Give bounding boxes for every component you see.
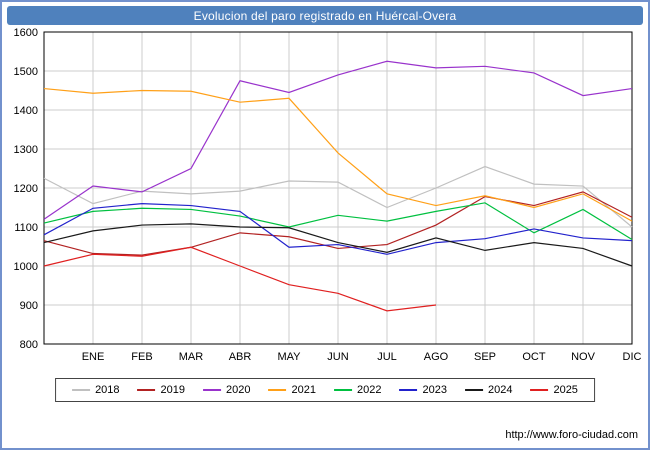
- x-axis-tick-label: ENE: [82, 351, 105, 363]
- series-line-2021: [43, 87, 633, 222]
- series-line-2022: [43, 202, 633, 240]
- y-axis-tick-label: 1100: [14, 222, 38, 234]
- y-axis-tick-label: 800: [20, 339, 38, 351]
- page-title: Evolucion del paro registrado en Huércal…: [7, 6, 643, 25]
- legend-label: 2023: [422, 384, 447, 396]
- legend-item-2023: 2023: [399, 384, 447, 396]
- x-axis-tick-label: MAR: [179, 351, 204, 363]
- y-axis-tick-label: 1300: [14, 144, 38, 156]
- legend-swatch-2025: [530, 389, 549, 391]
- legend-item-2018: 2018: [72, 384, 120, 396]
- y-axis-tick-label: 900: [20, 300, 38, 312]
- x-axis-tick-label: DIC: [623, 351, 642, 363]
- legend-swatch-2019: [137, 389, 156, 391]
- y-axis-tick-label: 1500: [14, 66, 38, 78]
- line-chart: 800 900 1000 1100 1200 1300 1400 1500 1600 ENE FEB…: [14, 27, 642, 363]
- legend-item-2021: 2021: [268, 384, 316, 396]
- y-axis-tick-label: 1200: [14, 183, 38, 195]
- series-line-2019: [43, 191, 633, 256]
- x-axis-tick-label: JUL: [377, 351, 397, 363]
- axis-labels: 800 900 1000 1100 1200 1300 1400 1500 1600 ENE FEB…: [14, 27, 642, 363]
- legend: 2018 2019 2020 2021 2022 2023 2024 2025: [55, 378, 595, 402]
- x-axis-tick-label: AGO: [424, 351, 449, 363]
- legend-swatch-2022: [334, 389, 352, 391]
- legend-item-2022: 2022: [334, 384, 381, 396]
- legend-swatch-2018: [72, 389, 91, 391]
- legend-label: 2019: [160, 384, 186, 396]
- legend-swatch-2023: [399, 389, 418, 391]
- legend-label: 2024: [487, 384, 513, 396]
- legend-label: 2021: [291, 384, 316, 396]
- series-line-2024: [43, 223, 633, 267]
- plot-border: [43, 31, 633, 345]
- site-url[interactable]: http://www.foro-ciudad.com: [505, 429, 638, 441]
- y-axis-tick-label: 1000: [14, 261, 38, 273]
- x-axis-tick-label: JUN: [327, 351, 348, 363]
- series-line-2025: [43, 246, 437, 312]
- x-axis-tick-label: OCT: [522, 351, 546, 363]
- legend-item-2024: 2024: [464, 384, 513, 396]
- x-axis-tick-label: FEB: [131, 351, 152, 363]
- legend-item-2025: 2025: [530, 384, 578, 396]
- series-line-2018: [43, 165, 633, 228]
- series-line-2023: [43, 202, 633, 255]
- legend-item-2020: 2020: [203, 384, 251, 396]
- legend-label: 2025: [553, 384, 578, 396]
- x-axis-tick-label: ABR: [229, 351, 252, 363]
- y-axis-tick-label: 1600: [14, 27, 38, 39]
- legend-swatch-2021: [268, 389, 287, 391]
- x-axis-tick-label: SEP: [474, 351, 496, 363]
- legend-label: 2022: [357, 384, 382, 396]
- legend-item-2019: 2019: [137, 384, 186, 396]
- legend-label: 2020: [226, 384, 251, 396]
- series-line-2020: [43, 60, 633, 220]
- legend-label: 2018: [95, 384, 120, 396]
- x-axis-tick-label: MAY: [277, 351, 301, 363]
- y-axis-tick-label: 1400: [14, 105, 38, 117]
- legend-swatch-2024: [464, 389, 483, 391]
- gridlines: [44, 31, 633, 345]
- legend-swatch-2020: [203, 389, 222, 391]
- x-axis-tick-label: NOV: [571, 351, 596, 363]
